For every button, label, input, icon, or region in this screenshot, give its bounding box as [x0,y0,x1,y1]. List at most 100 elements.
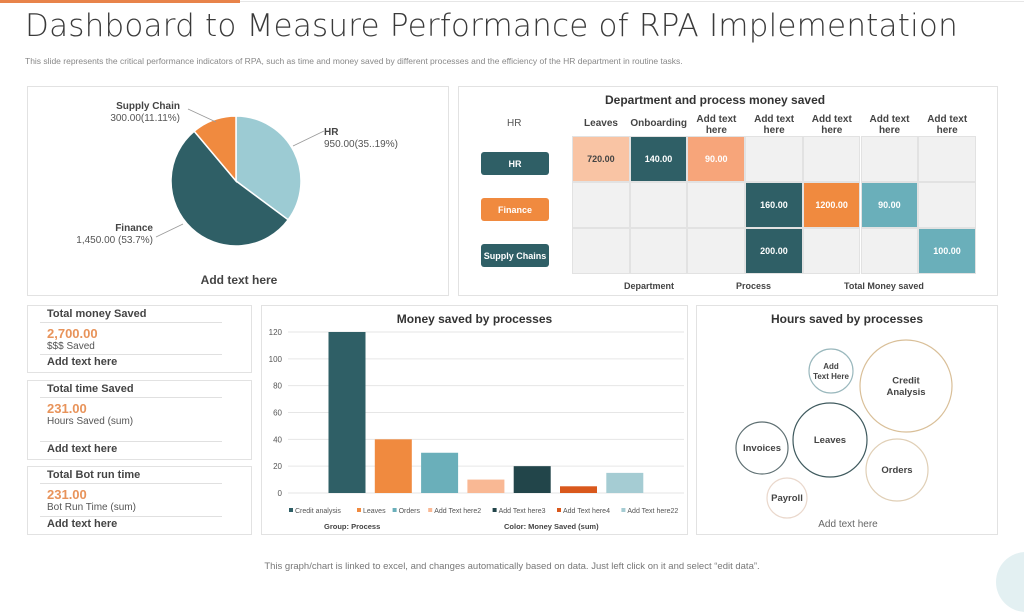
kpi-title: Total Bot run time [47,469,141,481]
legend-swatch [392,508,397,512]
legend-label: Add Text here3 [499,508,546,515]
divider [40,354,222,355]
divider [40,483,222,484]
bar-panel: Money saved by processes 0 20 40 60 80 100 120… [261,305,688,535]
y-tick-label: 0 [278,489,283,498]
bubble-title: Hours saved by processes [770,312,924,326]
heatmap-axis-label: Department [624,281,675,291]
footer-note: This graph/chart is linked to excel, and… [264,561,760,572]
heatmap-cell[interactable]: 90.00 [860,182,919,228]
color-label: Color: Money Saved (sum) [504,522,599,531]
y-tick-label: 100 [269,355,283,364]
bubble-label: Text Here [813,372,849,381]
heatmap-cell[interactable] [687,182,746,228]
kpi-subtitle: Bot Run Time (sum) [47,502,136,513]
bar-add-text-here2[interactable] [467,479,505,493]
kpi-card: Total money Saved 2,700.00 $$$ Saved Add te… [27,305,252,373]
kpi-title: Total time Saved [47,383,134,395]
page-title: Dashboard to Measure Performance of RPA … [25,8,958,44]
pie-label-name: Supply Chain [116,101,180,112]
kpi-value: 231.00 [47,401,87,416]
row-button-hr[interactable]: HR [481,152,549,175]
y-tick-label: 20 [273,462,282,471]
bubble-label: Credit [892,375,920,386]
divider [40,441,222,442]
bar-credit-analysis[interactable] [328,332,366,493]
heatmap-title: Department and process money saved [605,93,826,107]
heatmap-cell[interactable]: 100.00 [918,228,976,274]
heatmap-cell[interactable] [572,182,630,228]
bar-leaves[interactable] [374,439,412,493]
legend-swatch [289,508,293,512]
heatmap-cell[interactable] [802,228,861,274]
legend-label: Add Text here2 [434,508,481,515]
legend-label: Add Text here4 [563,508,610,515]
heatmap-column-header: Add text here [869,114,910,136]
kpi-subtitle: $$$ Saved [47,341,95,352]
leader-line [155,223,184,238]
heatmap-cell[interactable]: 720.00 [572,136,630,182]
legend-swatch [492,508,497,512]
y-tick-label: 120 [269,328,283,337]
heatmap-cell[interactable] [572,228,630,274]
bubble-label: Leaves [814,435,846,446]
bubble-leaves[interactable] [792,402,868,478]
bubble-panel: Hours saved by processes Add Text Here Cre… [696,305,998,535]
row-button-finance[interactable]: Finance [481,198,549,221]
heatmap-cell[interactable] [802,136,861,182]
heatmap-cell[interactable]: 160.00 [745,182,803,228]
bar-orders[interactable] [421,452,459,493]
bubble-caption: Add text here [818,519,878,530]
pie-slice-finance[interactable] [170,130,290,247]
kpi-value: 231.00 [47,487,87,502]
y-tick-label: 40 [273,435,282,444]
y-tick-label: 80 [273,382,282,391]
legend-swatch [621,508,626,512]
bar-add-text-here3[interactable] [513,466,551,493]
bubble-add-text-here[interactable] [808,348,854,394]
bubble-label: Payroll [771,493,803,504]
heatmap-cell[interactable] [918,136,976,182]
divider [40,322,222,323]
pie-slice-supply-chain[interactable] [193,115,237,184]
pie-slice-hr[interactable] [235,115,302,221]
heatmap-panel: Department and process money saved HR Le… [458,86,998,296]
heatmap-cell[interactable] [745,136,803,182]
y-tick-label: 60 [273,409,282,418]
bubble-payroll[interactable] [766,477,808,519]
divider [40,397,222,398]
bubble-orders[interactable] [865,438,929,502]
kpi-note: Add text here [47,356,118,368]
legend-label: Add Text here22 [627,508,678,515]
heatmap-cell[interactable] [860,228,919,274]
heatmap-cell[interactable] [629,228,688,274]
leader-line [187,108,217,123]
pie-label-value: 950.00(35..19%) [324,139,398,150]
legend-swatch [357,508,361,512]
heatmap-cell[interactable]: 90.00 [687,136,746,182]
bubble-invoices[interactable] [735,421,789,475]
kpi-card: Total time Saved 231.00 Hours Saved (sum) A… [27,380,252,460]
heatmap-cell[interactable] [687,228,746,274]
heatmap-cell[interactable] [860,136,919,182]
heatmap-cell[interactable]: 140.00 [629,136,688,182]
row-button-supply-chains[interactable]: Supply Chains [481,244,549,267]
kpi-note: Add text here [47,518,118,530]
kpi-subtitle: Hours Saved (sum) [47,416,134,427]
heatmap-cell[interactable] [629,182,688,228]
heatmap-cell[interactable] [918,182,976,228]
heatmap-cell[interactable]: 1200.00 [802,182,861,228]
page-subtitle: This slide represents the critical perfo… [25,56,683,66]
heatmap-column-header: Leaves [584,118,618,129]
bubble-label: Orders [881,465,912,476]
bar-add-text-here4[interactable] [560,486,597,493]
legend-label: Credit analysis [295,508,341,515]
bar-add-text-here22[interactable] [606,472,644,493]
heatmap-cell[interactable]: 200.00 [745,228,803,274]
heatmap-corner-label: HR [507,118,522,129]
legend-label: Leaves [363,508,386,515]
bar-chart[interactable]: 0 20 40 60 80 100 120 Credit analysis Leaves Orde… [262,306,689,536]
bubble-credit-analysis[interactable] [859,339,953,433]
